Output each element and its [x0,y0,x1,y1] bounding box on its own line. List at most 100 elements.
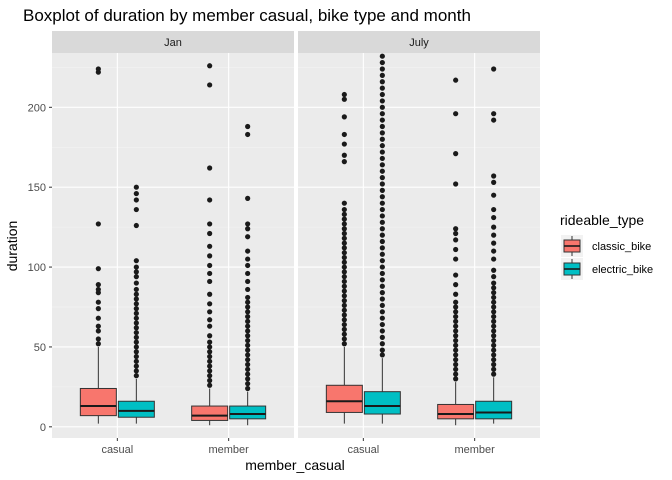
legend: rideable_type classic_bike electric_bike [560,212,653,280]
outlier-point [491,117,497,123]
outlier-point [207,197,213,203]
outlier-point [341,159,347,165]
outlier-point [207,221,213,227]
y-tick-label: 0 [40,422,46,434]
outlier-point [133,339,139,345]
box-electric_bike [229,123,267,426]
box-classic_bike [191,63,229,426]
outlier-point [245,361,251,368]
outlier-point [341,131,347,138]
outlier-point [207,349,213,355]
outlier-point [341,200,347,206]
outlier-point [491,232,497,238]
outlier-point [133,368,139,374]
outlier-point [133,291,139,297]
outlier-point [491,318,497,324]
outlier-point [453,323,459,329]
y-axis-label: duration [4,221,20,272]
outlier-point [379,187,385,193]
outlier-point [133,349,139,355]
outlier-point [341,235,347,241]
outlier-point [133,306,139,312]
outlier-point [245,304,251,310]
outlier-point [133,344,139,350]
outlier-point [453,181,459,187]
outlier-point [245,262,251,269]
outlier-point [245,221,251,227]
facet-panel: July casual member [298,31,540,456]
outlier-point [341,250,347,256]
outlier-point [491,313,497,320]
outlier-point [491,290,497,296]
outlier-point [379,155,385,162]
outlier-point [207,230,213,237]
outlier-point [133,258,139,264]
outlier-point [95,336,101,342]
outlier-point [491,328,497,334]
outlier-point [379,130,385,136]
outlier-point [245,248,251,254]
outlier-point [379,315,385,321]
outlier-point [133,310,139,316]
outlier-point [379,143,385,149]
outlier-point [341,264,347,270]
outlier-point [379,111,385,117]
outlier-point [379,117,385,123]
outlier-point [245,313,251,320]
outlier-point [341,91,347,98]
outlier-point [207,382,213,388]
outlier-point [379,258,385,264]
outlier-point [491,342,497,348]
outlier-point [341,211,347,217]
outlier-point [341,96,347,102]
outlier-point [207,377,213,384]
outlier-point [379,245,385,251]
outlier-point [491,111,497,117]
outlier-point [491,214,497,221]
outlier-point [207,301,213,307]
outlier-point [491,366,497,372]
outlier-point [341,317,347,323]
outlier-point [133,329,139,336]
outlier-point [95,221,101,227]
outlier-point [341,152,347,158]
outlier-point [491,206,497,213]
outlier-point [379,162,385,168]
outlier-point [245,195,251,201]
outlier-point [245,123,251,130]
outlier-point [207,243,213,249]
outlier-point [379,72,385,78]
outlier-point [133,269,139,275]
outlier-point [341,278,347,285]
outlier-point [207,278,213,285]
outlier-point [379,123,385,130]
facet-strip [52,31,294,53]
outlier-point [379,309,385,315]
outlier-point [491,285,497,291]
outlier-point [453,337,459,344]
outlier-point [245,256,251,262]
outlier-point [341,321,347,328]
outlier-point [491,66,497,72]
outlier-point [379,341,385,347]
box-body [437,403,475,420]
outlier-point [207,368,213,374]
outlier-point [133,184,139,190]
outlier-point [341,230,347,237]
outlier-point [491,309,497,315]
outlier-point [245,270,251,277]
outlier-point [207,339,213,345]
outlier-point [133,296,139,302]
outlier-point [491,224,497,230]
outlier-point [95,66,101,72]
outlier-point [245,342,251,348]
outlier-point [379,277,385,283]
outlier-point [491,240,497,246]
outlier-point [341,312,347,318]
x-tick-label: member [208,444,249,456]
outlier-point [341,293,347,299]
outlier-point [341,114,347,120]
outlier-point [133,274,139,280]
outlier-point [379,104,385,110]
outlier-point [341,254,347,261]
